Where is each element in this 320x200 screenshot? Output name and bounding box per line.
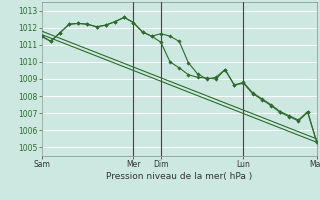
X-axis label: Pression niveau de la mer( hPa ): Pression niveau de la mer( hPa ) [106,172,252,181]
